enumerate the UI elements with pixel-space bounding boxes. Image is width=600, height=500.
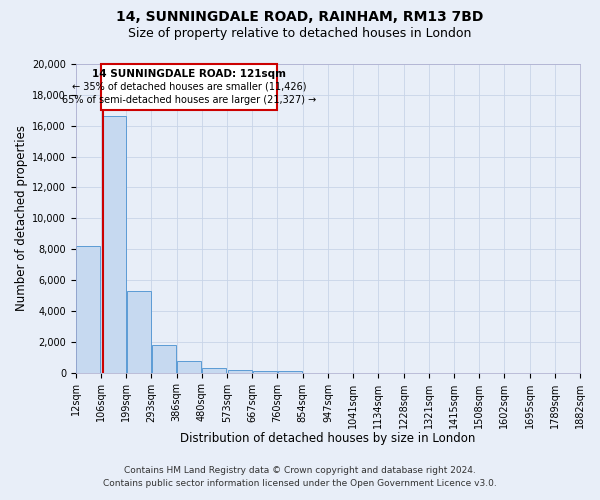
X-axis label: Distribution of detached houses by size in London: Distribution of detached houses by size … — [180, 432, 476, 445]
Bar — [101, 116, 125, 372]
Bar — [202, 368, 226, 372]
Bar — [177, 361, 201, 372]
Text: 14, SUNNINGDALE ROAD, RAINHAM, RM13 7BD: 14, SUNNINGDALE ROAD, RAINHAM, RM13 7BD — [116, 10, 484, 24]
Bar — [152, 345, 176, 372]
Bar — [127, 291, 151, 372]
Text: Contains HM Land Registry data © Crown copyright and database right 2024.
Contai: Contains HM Land Registry data © Crown c… — [103, 466, 497, 487]
Text: 65% of semi-detached houses are larger (21,327) →: 65% of semi-detached houses are larger (… — [62, 95, 316, 105]
Bar — [278, 371, 302, 372]
FancyBboxPatch shape — [101, 64, 277, 110]
Text: ← 35% of detached houses are smaller (11,426): ← 35% of detached houses are smaller (11… — [72, 82, 307, 92]
Bar — [76, 246, 100, 372]
Y-axis label: Number of detached properties: Number of detached properties — [15, 126, 28, 312]
Text: 14 SUNNINGDALE ROAD: 121sqm: 14 SUNNINGDALE ROAD: 121sqm — [92, 68, 286, 78]
Text: Size of property relative to detached houses in London: Size of property relative to detached ho… — [128, 28, 472, 40]
Bar — [253, 371, 277, 372]
Bar — [227, 370, 251, 372]
